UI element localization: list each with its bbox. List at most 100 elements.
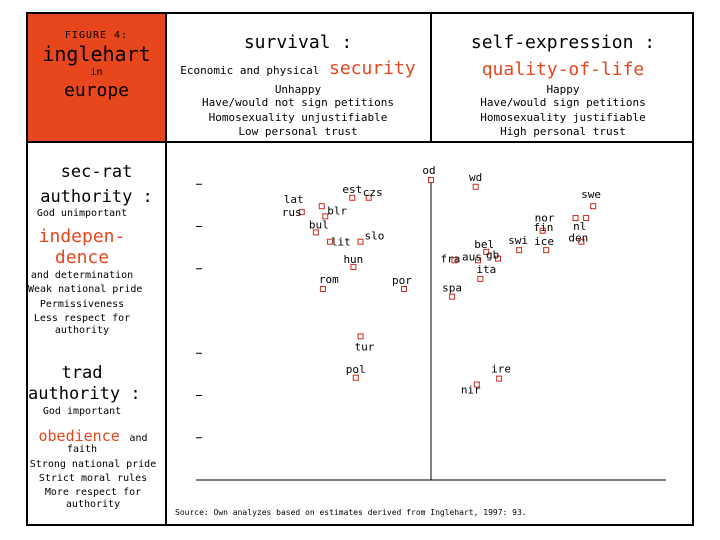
survival-subtitle: Economic and physical security (166, 58, 430, 79)
header-column-divider (430, 12, 432, 142)
source-note: Source: Own analyzes based on estimates … (175, 508, 527, 517)
obedience-and: and (129, 433, 148, 444)
point-label-rus: rus (282, 206, 302, 219)
selfexp-subtitle: quality-of-life (481, 59, 645, 80)
point-label-bel: bel (474, 238, 494, 251)
secrat-item: authority (54, 325, 110, 336)
point-label-od: od (422, 164, 435, 177)
data-point-ita (477, 275, 484, 282)
data-point-czs (365, 194, 372, 201)
point-label-tur: tur (355, 340, 375, 353)
point-label-fin: fin (534, 221, 554, 234)
survival-subtitle-text: Economic and physical (180, 64, 320, 77)
data-point-swe (590, 203, 597, 210)
point-label-nor: nor (535, 212, 555, 225)
point-label-swe: swe (581, 188, 601, 201)
data-point-nor (539, 227, 546, 234)
point-label-rom: rom (319, 273, 339, 286)
header-divider (26, 141, 694, 143)
data-point-fra (451, 257, 458, 264)
point-label-wd: wd (469, 171, 482, 184)
point-label-spa: spa (442, 282, 462, 295)
obedience-line: obedience and (28, 426, 158, 445)
data-point-wd (472, 183, 479, 190)
trad-item: Strong national pride (29, 459, 157, 470)
independence-1: indepen- (38, 226, 126, 247)
data-point-ire (496, 375, 503, 382)
point-label-swi: swi (508, 234, 528, 247)
data-point-od (428, 177, 434, 184)
data-point-gb (494, 255, 501, 262)
figure-title-inglehart: inglehart (42, 42, 151, 66)
survival-security: security (329, 58, 416, 79)
data-point-tur (357, 333, 364, 340)
secrat-title: sec-rat (60, 162, 133, 182)
figure-title-europe: europe (63, 80, 130, 101)
left-panel-divider (165, 12, 167, 526)
data-point-est (349, 194, 356, 201)
point-label-bul: bul (309, 218, 329, 231)
secrat-title-2: authority : (40, 187, 153, 207)
point-label-blr: blr (327, 204, 347, 217)
survival-item: Homosexuality unjustifiable (208, 111, 388, 124)
survival-title: survival : (243, 32, 353, 53)
point-label-lat: lat (284, 193, 304, 206)
data-point-por (400, 286, 407, 293)
figure-frame (26, 12, 694, 526)
point-label-slo: slo (365, 230, 385, 243)
obedience-word: obedience (38, 427, 120, 445)
data-point-blr (322, 213, 329, 220)
independence-2: dence (54, 247, 110, 268)
point-label-est: est (342, 183, 362, 196)
trad-title-2: authority : (28, 384, 141, 404)
secrat-item: and determination (30, 270, 134, 281)
trad-god: God important (42, 406, 122, 417)
figure-title-in: in (90, 67, 103, 78)
data-point-rom (319, 286, 326, 293)
point-label-den: den (568, 232, 588, 245)
secrat-item: Less respect for (33, 313, 131, 324)
data-point-nl (583, 215, 590, 222)
selfexp-item: Have/would sign petitions (480, 96, 646, 109)
trad-item: More respect for (44, 487, 142, 498)
point-label-nl: nl (573, 220, 586, 233)
data-point-lit (326, 238, 333, 245)
secrat-item: Weak national pride (28, 284, 143, 295)
figure-label: FIGURE 4: (64, 30, 129, 41)
point-label-aus: aus (462, 250, 482, 263)
survival-item: Low personal trust (238, 125, 358, 138)
trad-item: Strict moral rules (38, 473, 148, 484)
data-point-hun (350, 264, 357, 271)
secrat-god: God unimportant (36, 208, 128, 219)
data-point-fin (572, 215, 579, 222)
survival-item: Unhappy (274, 83, 322, 96)
data-point-aus (475, 257, 481, 264)
point-label-nir: nir (461, 384, 481, 397)
selfexp-item: Homosexuality justifiable (480, 111, 646, 124)
data-point-den (578, 238, 585, 245)
data-point-rus (298, 209, 305, 216)
point-label-ita: ita (476, 263, 496, 276)
data-point-spa (449, 293, 456, 300)
data-point-bel (483, 248, 490, 255)
data-point-slo (357, 238, 364, 245)
point-label-gb: gb (486, 249, 499, 262)
point-label-hun: hun (343, 253, 363, 266)
point-label-ice: ice (534, 235, 554, 248)
point-label-ire: ire (491, 363, 511, 376)
selfexp-item: Happy (546, 83, 580, 96)
point-label-pol: pol (346, 363, 366, 376)
trad-item: faith (66, 444, 98, 455)
trad-item: authority (65, 499, 121, 510)
data-point-lat (318, 203, 325, 210)
secrat-item: Permissiveness (39, 299, 125, 310)
data-point-pol (352, 374, 359, 381)
point-label-czs: czs (363, 186, 383, 199)
data-point-bul (312, 229, 319, 236)
point-label-por: por (392, 274, 412, 287)
selfexp-item: High personal trust (500, 125, 626, 138)
data-point-ice (543, 247, 550, 254)
point-label-fra: fra (441, 252, 461, 265)
selfexp-title: self-expression : (470, 32, 656, 53)
